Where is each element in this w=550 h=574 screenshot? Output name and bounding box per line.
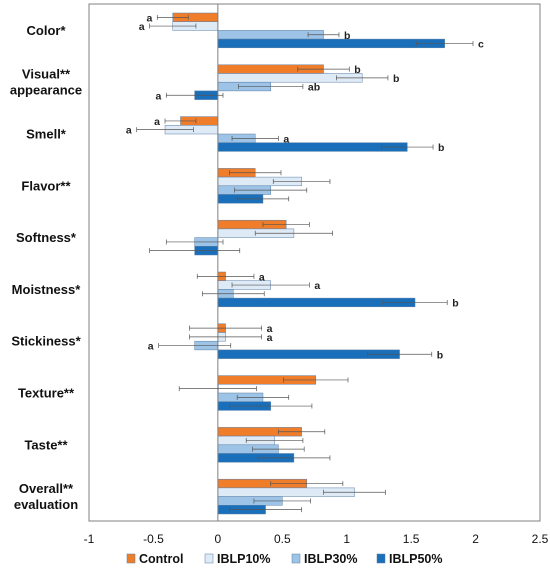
bars-layer bbox=[164, 12, 445, 515]
significance-letter-6-1: a bbox=[267, 332, 273, 344]
category-label-9-line0: Overall** bbox=[19, 481, 74, 496]
legend-label-3: IBLP50% bbox=[389, 552, 443, 566]
legend-label-2: IBLP30% bbox=[304, 552, 358, 566]
significance-letter-6-2: a bbox=[148, 341, 154, 353]
category-label-0: Color* bbox=[27, 23, 67, 38]
significance-letter-0-3: c bbox=[478, 38, 484, 50]
category-labels-layer: Color* Visual**appearance Smell* Flavor** So… bbox=[10, 23, 82, 512]
significance-letter-2-0: a bbox=[154, 116, 160, 128]
significance-letter-2-2: a bbox=[283, 133, 289, 145]
x-tick-label-6: 2 bbox=[472, 532, 479, 546]
bar-2-3 bbox=[217, 142, 408, 152]
legend-label-1: IBLP10% bbox=[217, 552, 271, 566]
significance-letter-2-1: a bbox=[126, 125, 132, 137]
significance-letter-1-1: b bbox=[393, 73, 399, 85]
legend-label-0: Control bbox=[139, 552, 183, 566]
plot-frame bbox=[88, 3, 541, 522]
significance-letter-1-0: b bbox=[354, 64, 360, 76]
category-label-1-line0: Visual** bbox=[22, 67, 71, 82]
significance-letter-5-0: a bbox=[259, 271, 265, 283]
category-label-3: Flavor** bbox=[21, 178, 71, 193]
significance-letter-2-3: b bbox=[438, 142, 444, 154]
x-tick-label-3: 0.5 bbox=[274, 532, 291, 546]
significance-letter-1-2: ab bbox=[308, 82, 320, 94]
legend-swatch-1 bbox=[204, 553, 214, 564]
x-tick-labels-layer: -1 -0.5 0 0.5 1 1.5 2 2.5 bbox=[84, 532, 549, 546]
significance-letter-0-0: a bbox=[146, 12, 152, 24]
significance-letter-5-3: b bbox=[452, 297, 458, 309]
legend: Control IBLP10% IBLP30% IBLP50% bbox=[126, 552, 443, 566]
category-label-6: Stickiness* bbox=[11, 334, 81, 349]
x-tick-label-2: 0 bbox=[215, 532, 222, 546]
legend-swatch-0 bbox=[126, 553, 136, 564]
category-label-7: Texture** bbox=[18, 386, 75, 401]
category-label-9-line1: evaluation bbox=[14, 497, 78, 512]
legend-swatch-2 bbox=[291, 553, 301, 564]
category-label-5: Moistness* bbox=[12, 282, 82, 297]
legend-swatch-3 bbox=[376, 553, 386, 564]
significance-letter-5-1: a bbox=[314, 280, 320, 292]
significance-letter-1-3: a bbox=[155, 90, 161, 102]
significance-letter-6-3: b bbox=[437, 349, 443, 361]
significance-letter-0-2: b bbox=[344, 30, 350, 42]
significance-letter-6-0: a bbox=[267, 323, 273, 335]
x-tick-label-5: 1.5 bbox=[403, 532, 420, 546]
x-tick-label-0: -1 bbox=[84, 532, 95, 546]
category-label-4: Softness* bbox=[16, 230, 77, 245]
error-bars-layer bbox=[136, 14, 474, 513]
x-tick-label-1: -0.5 bbox=[143, 532, 164, 546]
x-tick-label-7: 2.5 bbox=[532, 532, 549, 546]
category-label-1-line1: appearance bbox=[10, 83, 82, 98]
x-tick-label-4: 1 bbox=[343, 532, 350, 546]
bar-0-3 bbox=[217, 38, 445, 49]
significance-letter-0-1: a bbox=[139, 21, 145, 33]
category-label-8: Taste** bbox=[24, 437, 68, 452]
bar-0-2 bbox=[217, 30, 324, 40]
category-label-2: Smell* bbox=[26, 127, 67, 142]
